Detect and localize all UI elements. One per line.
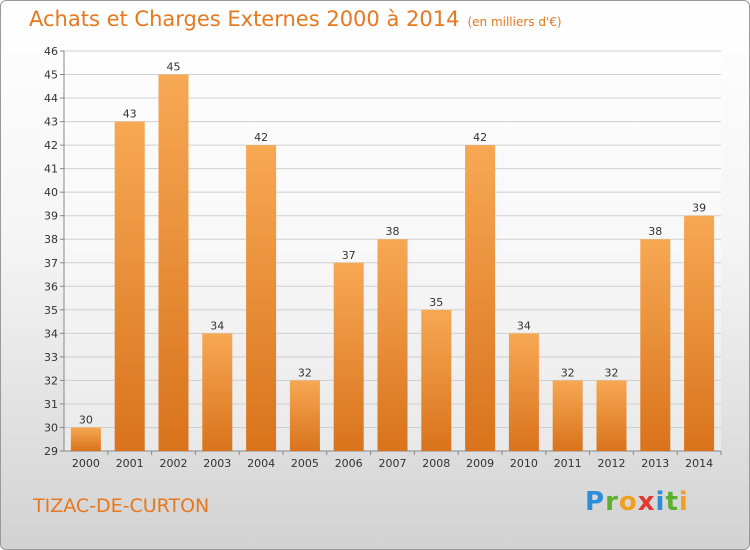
- x-tick-label: 2012: [598, 457, 626, 470]
- x-tick-label: 2011: [554, 457, 582, 470]
- bar: [114, 121, 145, 452]
- data-label: 45: [167, 61, 181, 74]
- data-label: 38: [648, 225, 662, 238]
- y-tick-label: 40: [44, 186, 58, 199]
- x-tick-label: 2009: [466, 457, 494, 470]
- x-tick-label: 2005: [291, 457, 319, 470]
- bar: [508, 333, 539, 451]
- logo-letter: i: [678, 487, 689, 517]
- bar: [289, 380, 320, 451]
- chart-title: Achats et Charges Externes 2000 à 2014 (e…: [29, 7, 562, 31]
- data-label: 32: [298, 366, 312, 379]
- bar: [640, 239, 671, 451]
- unit-note: (en milliers d'€): [467, 15, 562, 29]
- data-label: 38: [386, 225, 400, 238]
- logo-letter: x: [637, 487, 656, 517]
- y-tick-label: 34: [44, 327, 58, 340]
- data-label: 37: [342, 249, 356, 262]
- data-label: 30: [79, 413, 93, 426]
- y-tick-label: 37: [44, 257, 58, 270]
- y-tick-label: 31: [44, 398, 58, 411]
- x-tick-label: 2002: [160, 457, 188, 470]
- data-label: 39: [692, 202, 706, 215]
- y-tick-label: 29: [44, 445, 58, 458]
- data-label: 34: [210, 319, 224, 332]
- data-label: 32: [561, 366, 575, 379]
- data-label: 42: [473, 131, 487, 144]
- logo-letter: r: [605, 487, 619, 517]
- x-tick-label: 2003: [203, 457, 231, 470]
- y-tick-label: 30: [44, 421, 58, 434]
- bar: [465, 145, 496, 451]
- bar: [377, 239, 408, 451]
- bar: [421, 309, 452, 451]
- y-tick-label: 35: [44, 304, 58, 317]
- y-tick-label: 33: [44, 351, 58, 364]
- data-label: 34: [517, 319, 531, 332]
- y-tick-label: 39: [44, 210, 58, 223]
- y-tick-label: 43: [44, 116, 58, 129]
- bar: [552, 380, 583, 451]
- bar: [202, 333, 233, 451]
- y-tick-label: 44: [44, 92, 58, 105]
- bar: [246, 145, 277, 451]
- x-tick-label: 2013: [641, 457, 669, 470]
- bar: [684, 215, 715, 451]
- bar: [70, 427, 101, 451]
- y-tick-label: 45: [44, 69, 58, 82]
- y-tick-label: 38: [44, 233, 58, 246]
- proxiti-logo: Proxiti: [585, 487, 689, 517]
- logo-letter: o: [618, 487, 638, 517]
- data-label: 32: [605, 366, 619, 379]
- commune-name: TIZAC-DE-CURTON: [33, 495, 210, 517]
- y-tick-label: 32: [44, 374, 58, 387]
- logo-letter: i: [655, 487, 666, 517]
- x-tick-label: 2006: [335, 457, 363, 470]
- data-label: 42: [254, 131, 268, 144]
- x-tick-label: 2004: [247, 457, 275, 470]
- y-tick-label: 41: [44, 163, 58, 176]
- bar: [333, 262, 364, 451]
- data-label: 43: [123, 108, 137, 121]
- y-tick-label: 36: [44, 280, 58, 293]
- x-tick-label: 2000: [72, 457, 100, 470]
- y-tick-label: 46: [44, 45, 58, 58]
- data-label: 35: [429, 296, 443, 309]
- x-tick-label: 2014: [685, 457, 713, 470]
- chart-title-text: Achats et Charges Externes 2000 à 2014: [29, 7, 460, 31]
- y-tick-label: 42: [44, 139, 58, 152]
- bar: [596, 380, 627, 451]
- logo-letter: t: [665, 487, 679, 517]
- x-tick-label: 2008: [422, 457, 450, 470]
- x-tick-label: 2001: [116, 457, 144, 470]
- x-tick-label: 2007: [379, 457, 407, 470]
- logo-letter: P: [585, 487, 606, 517]
- x-tick-label: 2010: [510, 457, 538, 470]
- bar: [158, 74, 189, 451]
